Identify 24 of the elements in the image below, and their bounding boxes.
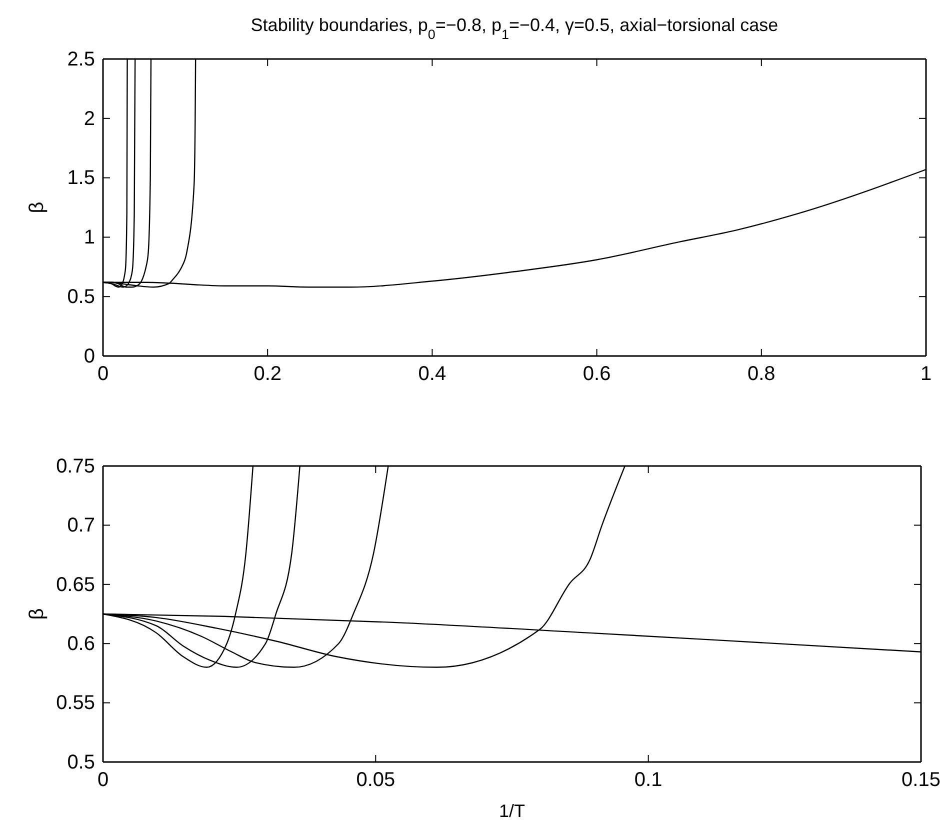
x-tick-label: 0.2 (254, 363, 282, 386)
y-tick-label: 0.55 (56, 692, 95, 714)
x-axis-title: 1/T (498, 801, 526, 821)
y-tick-label: 0 (84, 345, 95, 368)
x-tick-label: 0.15 (902, 769, 940, 792)
x-tick-label: 0.8 (747, 363, 776, 386)
chart-title: Stability boundaries, p$_{0}$=−0.8, p$_{1}$=−0.4, γ=0.5, axial−torsional case (250, 15, 778, 42)
x-tick-label: 1 (920, 363, 932, 386)
y-axis-title: β (26, 608, 48, 620)
x-tick-label: 0.6 (582, 363, 611, 386)
y-tick-label: 2.5 (67, 48, 95, 70)
x-tick-label: 0.05 (356, 769, 396, 792)
y-tick-label: 0.7 (67, 514, 95, 537)
y-tick-label: 0.65 (56, 574, 95, 596)
y-tick-label: 0.75 (56, 455, 95, 478)
y-tick-label: 2 (84, 108, 95, 130)
y-tick-label: 0.5 (67, 286, 95, 308)
y-axis-title: β (26, 202, 48, 214)
y-tick-label: 0.5 (67, 751, 95, 774)
y-tick-label: 1 (84, 226, 95, 249)
y-tick-label: 0.6 (67, 633, 95, 655)
x-tick-label: 0.4 (418, 363, 446, 386)
x-tick-label: 0.1 (634, 769, 662, 792)
y-tick-label: 1.5 (67, 167, 95, 190)
